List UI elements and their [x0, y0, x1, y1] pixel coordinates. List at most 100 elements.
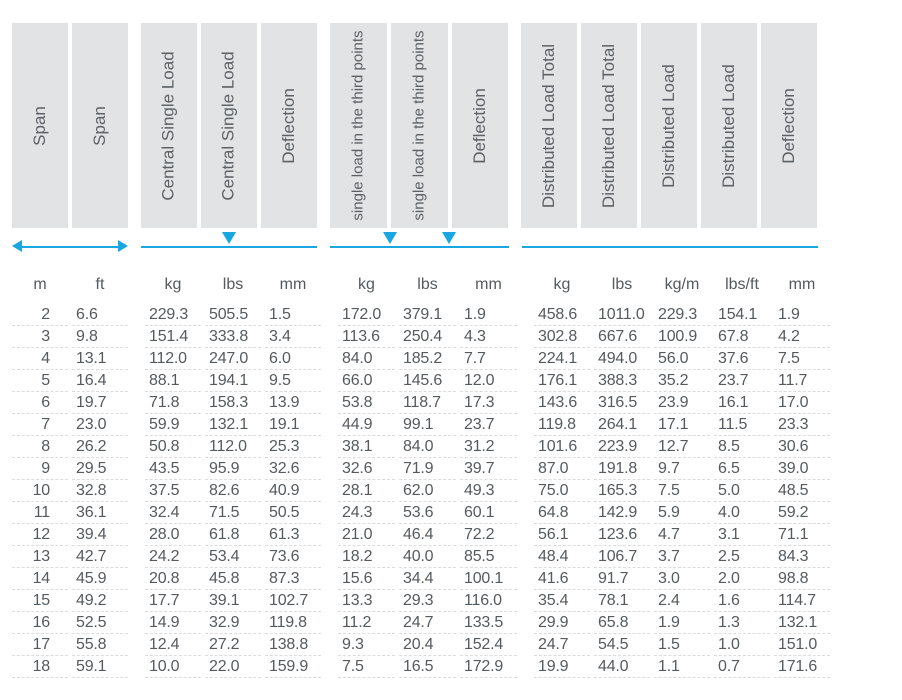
cell: 4 — [12, 348, 68, 370]
load-table: Span Span Central Single Load Central Si… — [0, 0, 902, 700]
unit-label: lbs — [205, 272, 261, 298]
cell: 55.8 — [72, 634, 128, 656]
cell: 1.9 — [460, 304, 517, 326]
cell: 53.8 — [338, 392, 395, 414]
cell: 5 — [12, 370, 68, 392]
cell: 78.1 — [594, 590, 650, 612]
cell: 119.8 — [265, 612, 321, 634]
cell: 20.8 — [145, 568, 201, 590]
cell: 1.6 — [714, 590, 770, 612]
cell: 3 — [12, 326, 68, 348]
cell: 12.7 — [654, 436, 710, 458]
cell: 185.2 — [399, 348, 456, 370]
cell: 72.2 — [460, 524, 517, 546]
col-header-dist-lbsft: Distributed Load — [701, 23, 757, 228]
cell: 23.0 — [72, 414, 128, 436]
cell: 38.1 — [338, 436, 395, 458]
table-row: 1652.514.932.9119.811.224.7133.529.965.8… — [12, 612, 890, 634]
cell: 4.0 — [714, 502, 770, 524]
cell: 48.5 — [774, 480, 830, 502]
cell: 39.1 — [205, 590, 261, 612]
table-row: 1342.724.253.473.618.240.085.548.4106.73… — [12, 546, 890, 568]
cell: 41.6 — [534, 568, 590, 590]
cell: 2.0 — [714, 568, 770, 590]
cell: 10.0 — [145, 656, 201, 678]
cell: 26.2 — [72, 436, 128, 458]
cell: 9.5 — [265, 370, 321, 392]
cell: 4.2 — [774, 326, 830, 348]
cell: 95.9 — [205, 458, 261, 480]
cell: 71.9 — [399, 458, 456, 480]
cell: 1011.0 — [594, 304, 650, 326]
cell: 4.3 — [460, 326, 517, 348]
cell: 14.9 — [145, 612, 201, 634]
cell: 0.7 — [714, 656, 770, 678]
cell: 45.9 — [72, 568, 128, 590]
cell: 151.0 — [774, 634, 830, 656]
cell: 84.0 — [338, 348, 395, 370]
unit-label: ft — [72, 272, 128, 298]
cell: 302.8 — [534, 326, 590, 348]
cell: 59.2 — [774, 502, 830, 524]
cell: 88.1 — [145, 370, 201, 392]
cell: 264.1 — [594, 414, 650, 436]
cell: 64.8 — [534, 502, 590, 524]
cell: 15 — [12, 590, 68, 612]
cell: 24.7 — [399, 612, 456, 634]
cell: 5.0 — [714, 480, 770, 502]
cell: 1.5 — [654, 634, 710, 656]
unit-label: lbs — [399, 272, 456, 298]
col-header-dist-kgm: Distributed Load — [641, 23, 697, 228]
cell: 53.4 — [205, 546, 261, 568]
cell: 6.0 — [265, 348, 321, 370]
cell: 8 — [12, 436, 68, 458]
table-row: 39.8151.4333.83.4113.6250.44.3302.8667.6… — [12, 326, 890, 348]
cell: 16.4 — [72, 370, 128, 392]
cell: 172.0 — [338, 304, 395, 326]
cell: 159.9 — [265, 656, 321, 678]
cell: 25.3 — [265, 436, 321, 458]
cell: 46.4 — [399, 524, 456, 546]
cell: 7.5 — [774, 348, 830, 370]
cell: 119.8 — [534, 414, 590, 436]
cell: 458.6 — [534, 304, 590, 326]
cell: 37.6 — [714, 348, 770, 370]
col-header-central-defl: Deflection — [261, 23, 317, 228]
table-row: 1136.132.471.550.524.353.660.164.8142.95… — [12, 502, 890, 524]
table-row: 1755.812.427.2138.89.320.4152.424.754.51… — [12, 634, 890, 656]
cell: 133.5 — [460, 612, 517, 634]
cell: 39.0 — [774, 458, 830, 480]
cell: 28.1 — [338, 480, 395, 502]
cell: 114.7 — [774, 590, 830, 612]
cell: 87.0 — [534, 458, 590, 480]
cell: 176.1 — [534, 370, 590, 392]
cell: 59.9 — [145, 414, 201, 436]
cell: 19.1 — [265, 414, 321, 436]
cell: 56.0 — [654, 348, 710, 370]
cell: 15.6 — [338, 568, 395, 590]
col-header-central-kg: Central Single Load — [141, 23, 197, 228]
cell: 75.0 — [534, 480, 590, 502]
cell: 53.6 — [399, 502, 456, 524]
cell: 73.6 — [265, 546, 321, 568]
cell: 49.2 — [72, 590, 128, 612]
cell: 4.7 — [654, 524, 710, 546]
cell: 23.3 — [774, 414, 830, 436]
col-header-third-lbs: single load in the third points — [391, 23, 448, 228]
cell: 116.0 — [460, 590, 517, 612]
cell: 22.0 — [205, 656, 261, 678]
cell: 37.5 — [145, 480, 201, 502]
cell: 60.1 — [460, 502, 517, 524]
cell: 84.0 — [399, 436, 456, 458]
cell: 17.3 — [460, 392, 517, 414]
cell: 1.1 — [654, 656, 710, 678]
cell: 19.9 — [534, 656, 590, 678]
cell: 7.5 — [654, 480, 710, 502]
cell: 36.1 — [72, 502, 128, 524]
cell: 118.7 — [399, 392, 456, 414]
table-row: 1239.428.061.861.321.046.472.256.1123.64… — [12, 524, 890, 546]
cell: 2 — [12, 304, 68, 326]
cell: 142.9 — [594, 502, 650, 524]
cell: 44.0 — [594, 656, 650, 678]
cell: 494.0 — [594, 348, 650, 370]
